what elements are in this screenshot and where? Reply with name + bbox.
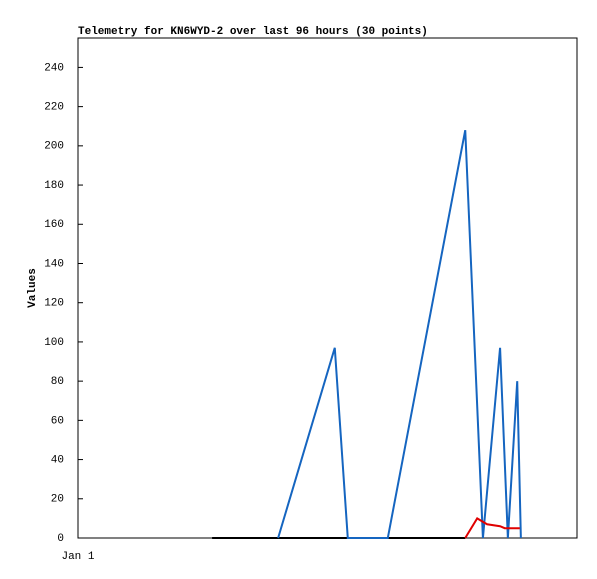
y-axis-label: Values <box>27 268 39 308</box>
chart-title: Telemetry for KN6WYD-2 over last 96 hour… <box>78 26 428 38</box>
y-tick-label: 20 <box>51 494 64 506</box>
series-line <box>277 129 522 539</box>
y-tick-label: 140 <box>44 258 64 270</box>
x-tick-label: Jan 1 <box>61 551 94 563</box>
y-tick-label: 40 <box>51 454 64 466</box>
plot-frame <box>77 37 578 539</box>
y-tick-label: 80 <box>51 376 64 388</box>
y-tick-label: 100 <box>44 337 64 349</box>
series-line <box>464 517 520 539</box>
y-tick-label: 200 <box>44 141 64 153</box>
y-tick-label: 220 <box>44 102 64 114</box>
y-tick-label: 240 <box>44 62 64 74</box>
y-tick-label: 120 <box>44 298 64 310</box>
y-tick-label: 60 <box>51 415 64 427</box>
y-tick-label: 160 <box>44 219 64 231</box>
y-tick-label: 0 <box>57 533 64 545</box>
y-tick-label: 180 <box>44 180 64 192</box>
